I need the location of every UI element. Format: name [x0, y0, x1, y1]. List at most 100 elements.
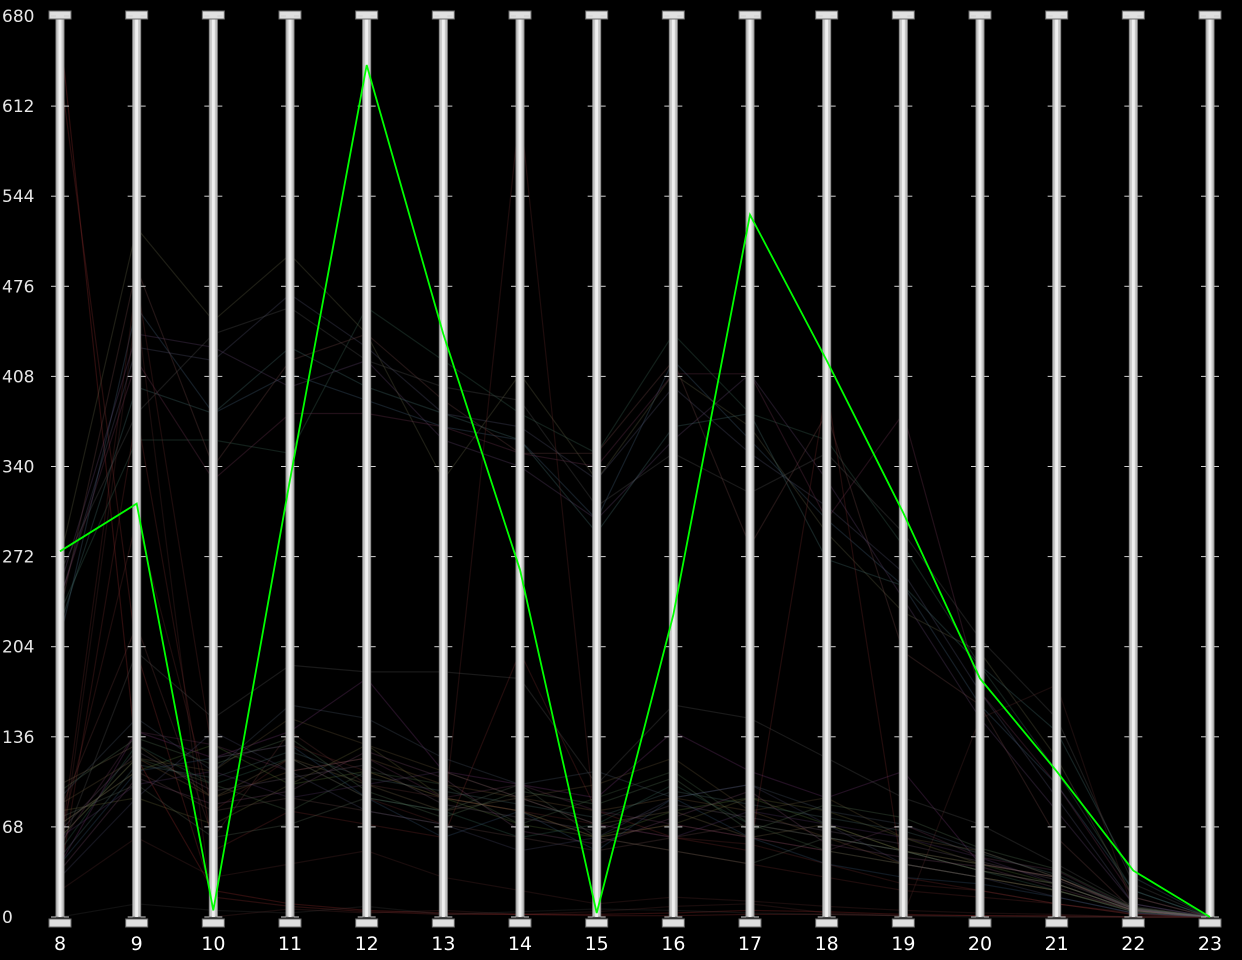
axis-bar-highlight — [58, 16, 62, 917]
axis-handle-top[interactable] — [508, 10, 532, 20]
highlight-layer — [59, 64, 1211, 918]
axis-handle-bottom[interactable] — [968, 918, 992, 928]
axis-17 — [738, 10, 762, 928]
axis-bar-highlight — [135, 16, 139, 917]
axis-handle-bottom[interactable] — [278, 918, 302, 928]
axis-10 — [201, 10, 225, 928]
axis-bar-highlight — [1055, 16, 1059, 917]
y-tick-label: 544 — [2, 187, 34, 207]
x-axis-label: 14 — [508, 933, 532, 955]
axis-handle-bottom[interactable] — [1198, 918, 1222, 928]
x-axis-label: 11 — [278, 933, 302, 955]
y-tick-label: 408 — [2, 367, 34, 387]
axis-bar-highlight — [288, 16, 292, 917]
axis-handle-top[interactable] — [355, 10, 379, 20]
x-axis-label: 19 — [891, 933, 915, 955]
series-line-14 — [59, 386, 1211, 918]
axis-handle-top[interactable] — [968, 10, 992, 20]
y-tick-label: 136 — [2, 728, 34, 748]
axis-handle-bottom[interactable] — [1045, 918, 1069, 928]
axis-handle-bottom[interactable] — [431, 918, 455, 928]
axis-21 — [1045, 10, 1069, 928]
axis-11 — [278, 10, 302, 928]
x-axis-label: 8 — [54, 933, 66, 955]
axis-handle-top[interactable] — [201, 10, 225, 20]
y-tick-label: 476 — [2, 277, 34, 297]
y-tick-label: 0 — [2, 908, 13, 928]
axis-9 — [125, 10, 149, 928]
axis-8 — [48, 10, 72, 928]
series-line-3 — [59, 293, 1211, 918]
y-tick-label: 340 — [2, 458, 34, 478]
y-tick-label: 272 — [2, 548, 34, 568]
series-line-29 — [59, 783, 1211, 918]
series-line-33 — [59, 836, 1210, 918]
axis-bar-highlight — [441, 16, 445, 917]
series-line-4 — [59, 333, 1211, 918]
series-line-36 — [59, 750, 1211, 918]
axis-handle-top[interactable] — [278, 10, 302, 20]
series-line-25 — [59, 757, 1211, 918]
y-tick-label: 204 — [2, 638, 34, 658]
series-line-17 — [59, 744, 1211, 918]
axis-handle-top[interactable] — [1198, 10, 1222, 20]
series-line-8 — [59, 346, 1211, 918]
y-tick-label: 680 — [2, 7, 34, 27]
series-line-26 — [59, 744, 1211, 918]
axis-12 — [355, 10, 379, 928]
axis-handle-top[interactable] — [738, 10, 762, 20]
series-line-0 — [59, 29, 1210, 918]
series-line-27 — [59, 744, 1211, 918]
series-line-34 — [59, 750, 1211, 918]
axis-handle-top[interactable] — [48, 10, 72, 20]
axis-handle-bottom[interactable] — [815, 918, 839, 928]
axis-bar-highlight — [518, 16, 522, 917]
series-layer — [59, 29, 1211, 918]
x-axis-label: 12 — [355, 933, 379, 955]
axis-bar-highlight — [748, 16, 752, 917]
axis-handle-bottom[interactable] — [661, 918, 685, 928]
series-line-30 — [59, 717, 1211, 918]
axis-16 — [661, 10, 685, 928]
series-line-32 — [59, 903, 1210, 918]
series-line-31 — [59, 730, 1211, 918]
y-tick-label: 68 — [2, 818, 24, 838]
x-axis-label: 20 — [968, 933, 992, 955]
axis-handle-bottom[interactable] — [585, 918, 609, 928]
axis-handle-bottom[interactable] — [48, 918, 72, 928]
axis-handle-top[interactable] — [815, 10, 839, 20]
x-axis-label: 18 — [815, 933, 839, 955]
axis-handle-bottom[interactable] — [1121, 918, 1145, 928]
series-line-35 — [59, 750, 1211, 918]
axis-handle-bottom[interactable] — [891, 918, 915, 928]
axis-handle-top[interactable] — [1121, 10, 1145, 20]
x-axis-label: 13 — [431, 933, 455, 955]
series-line-11 — [59, 108, 1211, 918]
series-line-15 — [59, 623, 1211, 918]
axis-bar-highlight — [365, 16, 369, 917]
axis-bar-highlight — [211, 16, 215, 917]
x-axis-label: 23 — [1198, 933, 1222, 955]
axis-handle-top[interactable] — [1045, 10, 1069, 20]
x-axis-label: 16 — [661, 933, 685, 955]
series-line-13 — [59, 307, 1211, 918]
axis-handle-bottom[interactable] — [125, 918, 149, 928]
axis-bar-highlight — [978, 16, 982, 917]
axis-handle-bottom[interactable] — [738, 918, 762, 928]
axis-handle-top[interactable] — [661, 10, 685, 20]
axis-handle-bottom[interactable] — [201, 918, 225, 928]
axis-handle-bottom[interactable] — [508, 918, 532, 928]
axis-handle-top[interactable] — [585, 10, 609, 20]
axis-handle-top[interactable] — [431, 10, 455, 20]
x-axis-label: 17 — [738, 933, 762, 955]
series-line-24 — [59, 770, 1211, 918]
axis-handle-top[interactable] — [125, 10, 149, 20]
x-axis-label: 22 — [1121, 933, 1145, 955]
axis-handle-bottom[interactable] — [355, 918, 379, 928]
axis-bar-highlight — [901, 16, 905, 917]
series-line-5 — [59, 306, 1211, 918]
axis-19 — [891, 10, 915, 928]
axis-20 — [968, 10, 992, 928]
axis-13 — [431, 10, 455, 928]
axis-handle-top[interactable] — [891, 10, 915, 20]
